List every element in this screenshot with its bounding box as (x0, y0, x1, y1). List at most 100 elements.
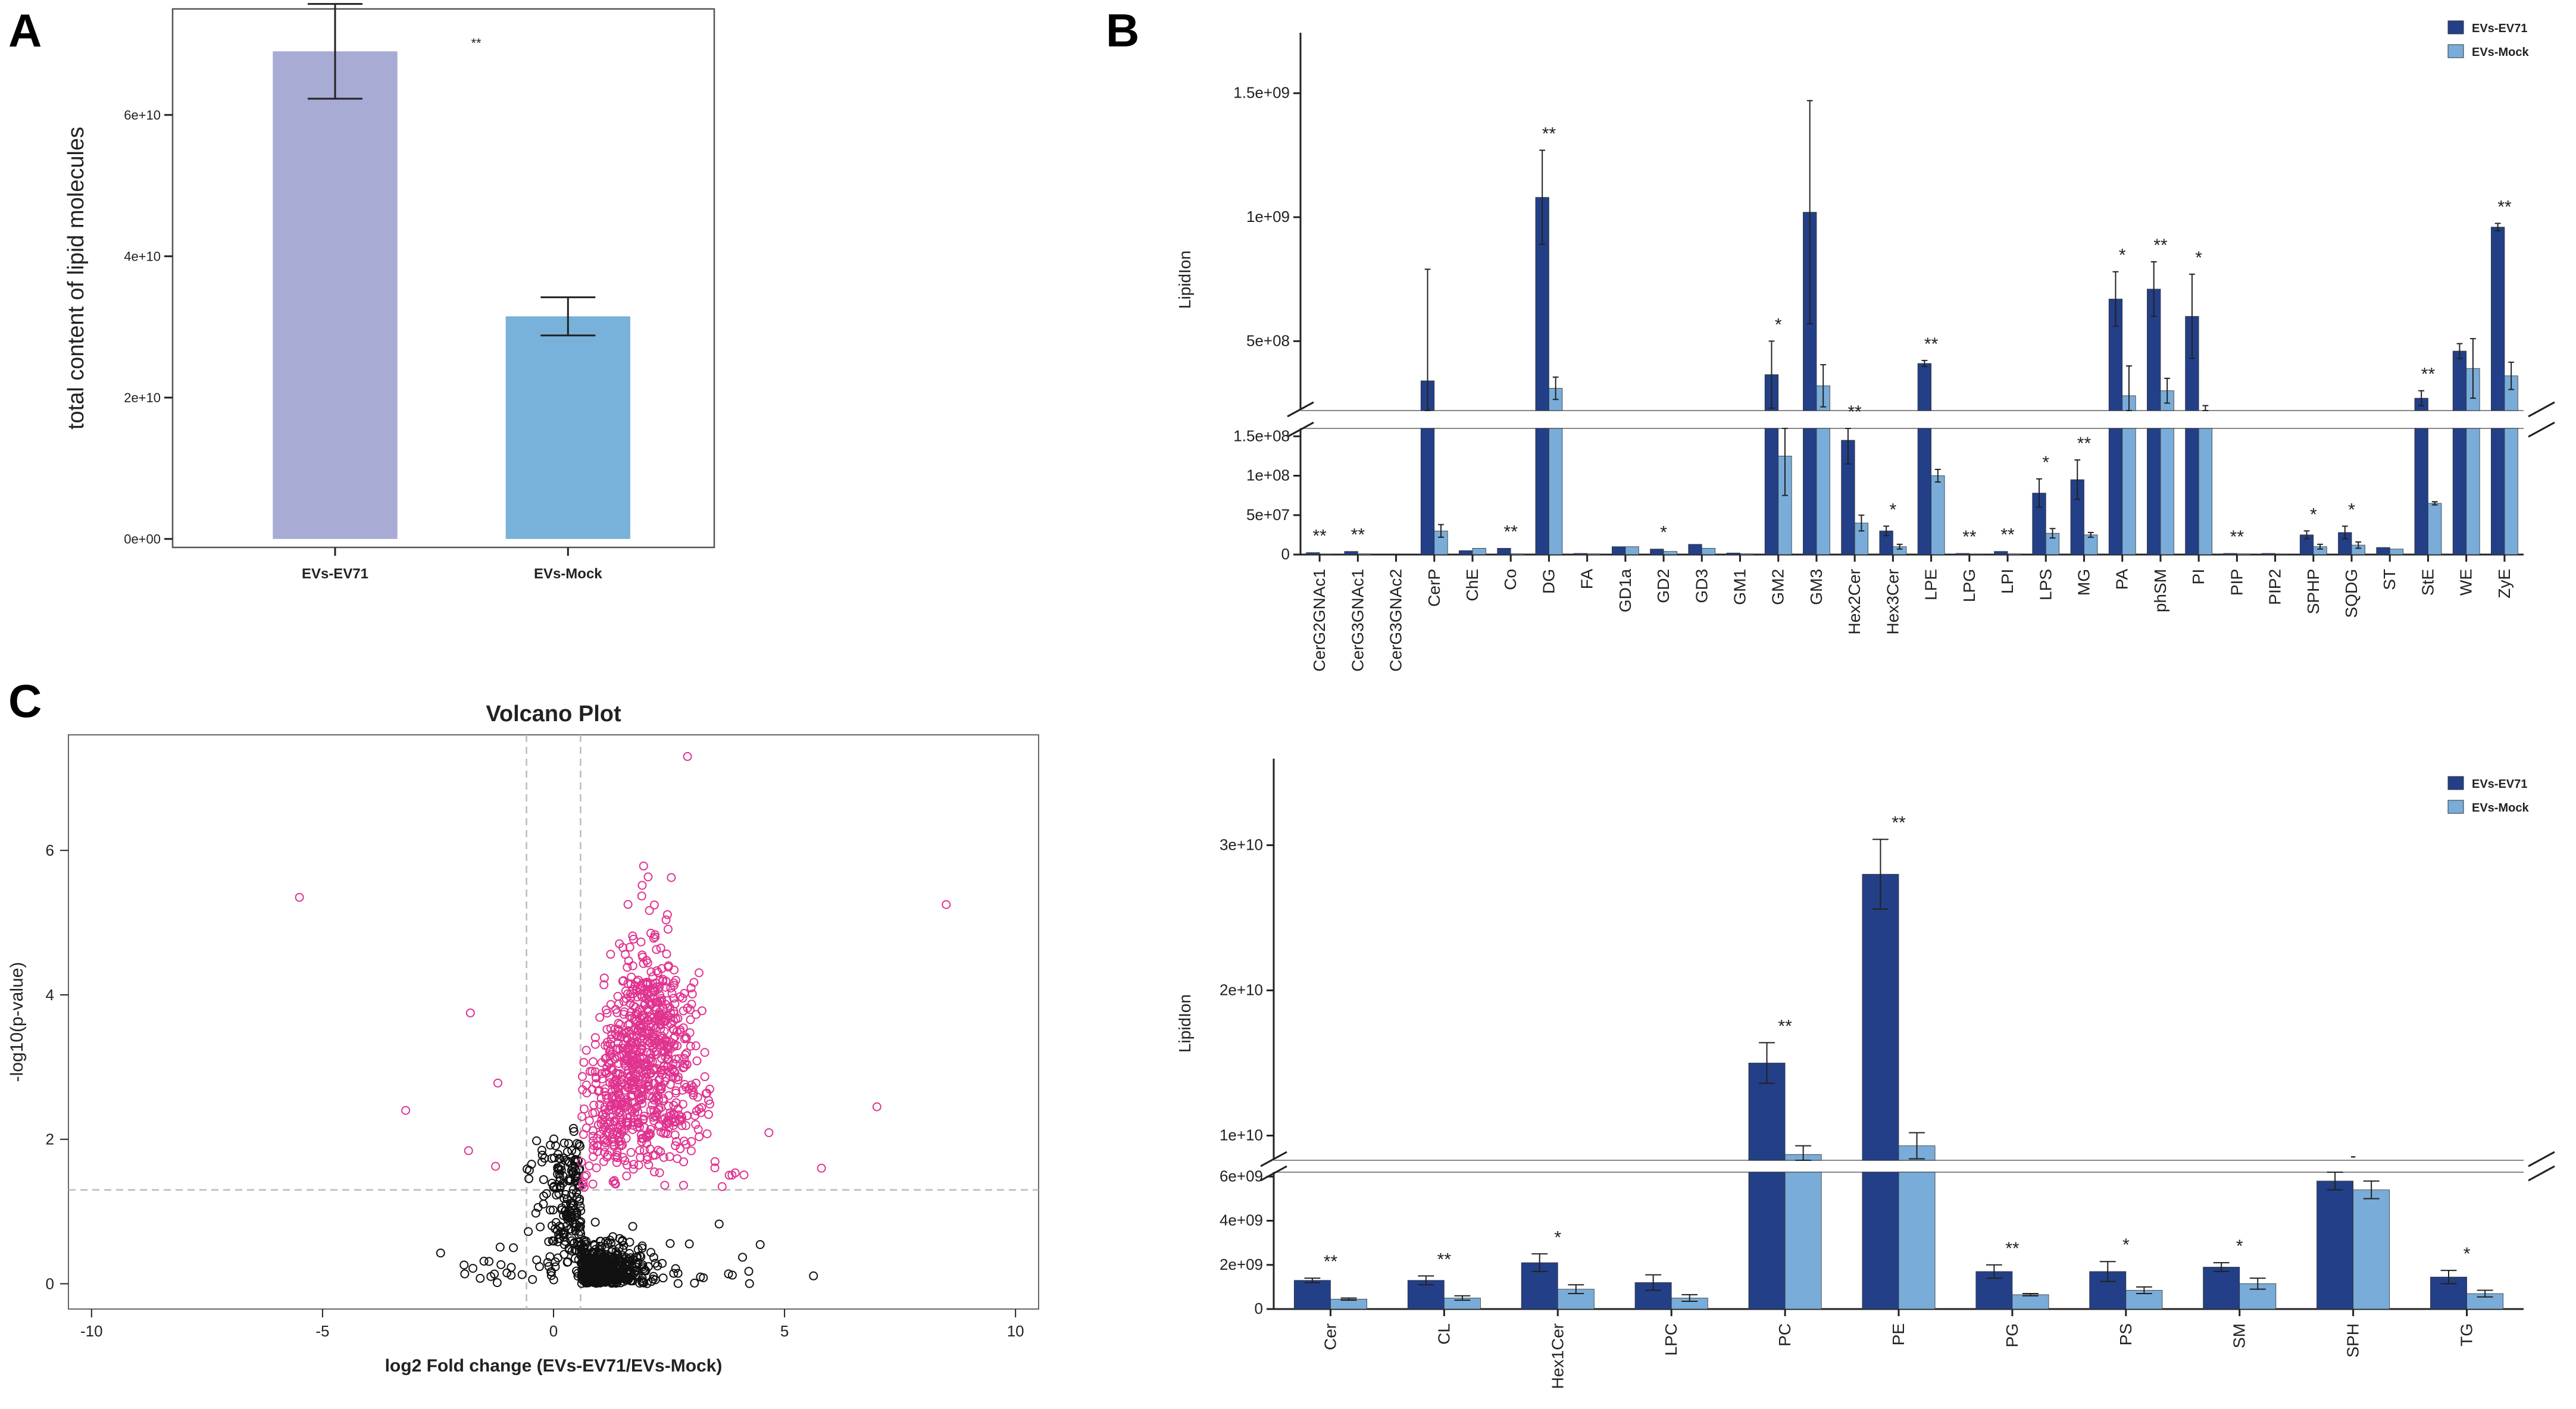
panel-c-point-significant (590, 1039, 600, 1049)
panel-c-point-nonsignificant (537, 1150, 547, 1160)
panel-c-point-significant (637, 1022, 646, 1031)
panel-c-point-nonsignificant (542, 1189, 551, 1198)
panel-c-point-significant (666, 1019, 676, 1029)
panel-b-top-significance: ** (2230, 527, 2244, 547)
panel-b-bottom-x-tick-label: LPC (1662, 1323, 1680, 1355)
panel-b-top-bar-gd1a-ev71 (1611, 546, 1626, 555)
panel-c-point-nonsignificant (809, 1271, 818, 1280)
panel-b-top-significance: ** (1962, 527, 1977, 547)
panel-c-point-nonsignificant (495, 1242, 505, 1252)
panel-c-point-significant (610, 1024, 620, 1034)
panel-c-point-significant (629, 1160, 638, 1169)
panel-c-point-significant (764, 1128, 774, 1138)
panel-c-point-nonsignificant (642, 1279, 652, 1288)
panel-c-point-significant (663, 1129, 673, 1139)
panel-b-top-bar-we-mock-errorbar (2469, 338, 2476, 399)
panel-c-point-significant (665, 1152, 674, 1161)
panel-c-point-nonsignificant (545, 1252, 555, 1261)
panel-c-point-significant (656, 943, 665, 953)
panel-c-point-significant (577, 1072, 587, 1081)
panel-c-point-significant (649, 900, 659, 910)
panel-b-top-significance: ** (1312, 527, 1327, 546)
panel-c-point-nonsignificant (714, 1219, 724, 1229)
panel-b-top-bar-lpe-ev71-upper-segment (1917, 363, 1932, 411)
panel-c-point-significant (632, 1031, 642, 1040)
panel-b-top-bar-ste-mock-errorbar (2431, 501, 2438, 506)
panel-c-point-nonsignificant (468, 1264, 477, 1273)
panel-c-point-nonsignificant (673, 1279, 683, 1288)
panel-c-point-significant (631, 1039, 640, 1049)
panel-c-point-significant (584, 1161, 594, 1170)
panel-c-point-nonsignificant (555, 1173, 565, 1182)
panel-b-top-bar-phsm-ev71-errorbar (2150, 261, 2157, 317)
panel-b-bottom-bar-pg-ev71-errorbar (1986, 1264, 2002, 1279)
panel-c-point-significant (676, 1144, 685, 1154)
panel-c-point-significant (602, 1094, 611, 1103)
panel-b-bottom-x-tick-label: TG (2458, 1323, 2476, 1347)
panel-b-top-bar-cerg2gnac1-mock (1319, 553, 1333, 555)
panel-c-point-nonsignificant (551, 1257, 560, 1267)
panel-b-bottom-bar-pe-mock-lower-segment (1898, 1172, 1936, 1310)
panel-c-point-nonsignificant (507, 1270, 516, 1280)
panel-c-point-significant (633, 1117, 642, 1127)
panel-b-top-bar-dg-mock-errorbar (1552, 376, 1559, 400)
panel-a-bar-evs-mock (505, 316, 630, 539)
panel-c-point-significant (671, 976, 680, 985)
panel-c-point-outlier-5 (872, 1102, 881, 1111)
panel-c-point-significant (667, 873, 676, 882)
panel-b-top-x-tick-label: FA (1578, 569, 1596, 590)
panel-c-point-significant (676, 1027, 685, 1037)
panel-b-bottom-bar-pe-ev71-errorbar (1872, 838, 1889, 910)
panel-c-point-nonsignificant (566, 1199, 576, 1208)
panel-c-point-significant (656, 1085, 666, 1094)
panel-c-point-significant (623, 1083, 633, 1092)
panel-b-top-bar-gm1-ev71 (1726, 552, 1740, 555)
panel-b-bottom-bar-pc-ev71 (1748, 1063, 1786, 1310)
panel-c-point-nonsignificant (607, 1238, 616, 1248)
panel-b-top-bar-pi-mock-lower-segment (2198, 428, 2213, 555)
panel-c-point-significant (636, 981, 646, 991)
panel-c-point-nonsignificant (558, 1228, 568, 1238)
panel-b-bottom-y-tick-label: 3e+10 (1220, 835, 1263, 853)
panel-b-bottom-bar-pc-ev71-errorbar (1759, 1042, 1775, 1084)
panel-b-top-bar-sphp-mock-errorbar (2317, 543, 2323, 550)
panel-c-point-nonsignificant (637, 1278, 647, 1287)
panel-c-point-significant (618, 943, 628, 952)
panel-b-top-legend-label: EVs-Mock (2472, 46, 2529, 59)
panel-b-bottom-bar-pe-ev71-upper-segment (1862, 873, 1899, 1161)
panel-c-point-nonsignificant (574, 1139, 584, 1149)
panel-c-point-nonsignificant (628, 1222, 637, 1231)
panel-c-point-nonsignificant (727, 1270, 737, 1280)
panel-c-point-significant (640, 998, 650, 1008)
panel-c-point-nonsignificant (576, 1217, 586, 1226)
panel-c-point-significant (661, 915, 671, 925)
panel-b-bottom-bar-pe-mock (1898, 1145, 1936, 1310)
panel-c-point-significant (668, 1064, 677, 1073)
panel-b-top-x-tick-label: DG (1539, 569, 1558, 594)
panel-b-bottom-significance: ** (1324, 1252, 1338, 1272)
panel-c-point-significant (616, 1032, 626, 1042)
panel-c-point-significant (682, 1111, 692, 1120)
panel-b-top-bar-we-ev71 (2452, 350, 2467, 555)
panel-b-top-bar-gd1a-mock (1625, 546, 1639, 555)
panel-b-bottom-bar-sph-ev71-errorbar (2327, 1172, 2343, 1191)
panel-c-point-significant (662, 1073, 671, 1082)
panel-c-point-nonsignificant (524, 1174, 534, 1183)
panel-b-top-bar-we-ev71-errorbar (2456, 343, 2463, 359)
panel-c-point-nonsignificant (548, 1206, 558, 1215)
panel-b-top-bar-hex2cer-ev71-errorbar (1845, 428, 1851, 465)
panel-c-point-nonsignificant (559, 1250, 569, 1259)
panel-c-point-nonsignificant (571, 1166, 580, 1176)
panel-c-point-significant (646, 1053, 655, 1063)
panel-c-point-significant (656, 1066, 665, 1075)
panel-c-point-significant (602, 1136, 612, 1146)
panel-c-point-significant (491, 1161, 501, 1171)
panel-c-y-tick-label: 0 (46, 1275, 54, 1293)
panel-c-point-nonsignificant (599, 1266, 608, 1275)
panel-c-point-nonsignificant (625, 1273, 634, 1282)
panel-b-top-x-tick-label: ZyE (2495, 569, 2514, 599)
panel-c-point-significant (589, 1141, 598, 1150)
panel-c-point-significant (677, 1121, 687, 1131)
panel-c-point-significant (618, 976, 627, 986)
panel-b-bottom-significance: ** (1892, 813, 1906, 833)
